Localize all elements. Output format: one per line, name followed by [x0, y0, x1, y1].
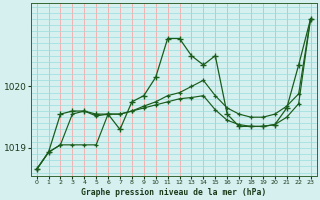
X-axis label: Graphe pression niveau de la mer (hPa): Graphe pression niveau de la mer (hPa) — [81, 188, 266, 197]
